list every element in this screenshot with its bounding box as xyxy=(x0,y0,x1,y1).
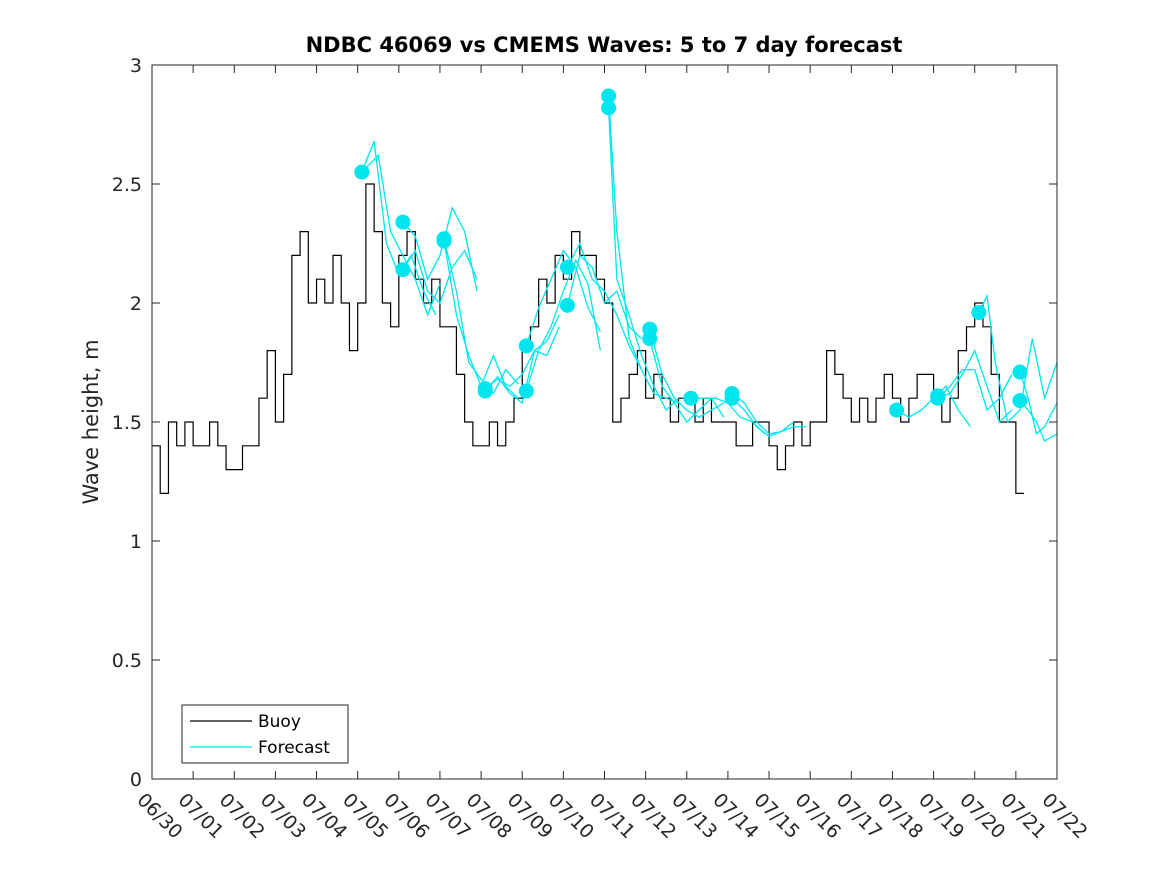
forecast-series-line-12 xyxy=(607,95,679,404)
forecast-series-line-7 xyxy=(484,326,560,405)
forecast-series-line-1 xyxy=(361,154,441,317)
forecast-marker-15 xyxy=(683,390,699,406)
forecast-series-line-18 xyxy=(731,397,795,438)
forecast-series-line-9 xyxy=(525,258,602,392)
x-tick-label-7: 07/07 xyxy=(420,789,474,843)
forecast-series-line-2 xyxy=(402,205,478,292)
forecast-series-line-14 xyxy=(649,329,725,418)
series-group xyxy=(152,88,1057,494)
y-tick-label-4: 2 xyxy=(130,293,142,315)
forecast-marker-6 xyxy=(477,383,493,399)
x-tick-label-13: 07/13 xyxy=(667,789,721,843)
x-tick-label-10: 07/10 xyxy=(544,789,598,843)
legend: Buoy Forecast xyxy=(181,704,349,764)
forecast-marker-7 xyxy=(518,338,534,354)
forecast-series-line-13 xyxy=(607,107,679,412)
forecast-series-line-24 xyxy=(1019,400,1057,442)
forecast-series-line-23 xyxy=(1019,371,1057,436)
y-tick-label-3: 1.5 xyxy=(112,412,142,434)
forecast-marker-20 xyxy=(930,390,946,406)
forecast-series-line-6 xyxy=(484,314,560,390)
legend-box xyxy=(181,704,349,764)
forecast-series-line-10 xyxy=(566,254,642,340)
y-tick-label-1: 0.5 xyxy=(112,650,142,672)
forecast-marker-9 xyxy=(559,297,575,313)
y-axis-label: Wave height, m xyxy=(79,339,103,504)
forecast-series-line-8 xyxy=(525,249,601,347)
x-tick-label-20: 07/20 xyxy=(955,789,1009,843)
y-tick-label-0: 0 xyxy=(130,769,142,791)
forecast-marker-8 xyxy=(518,383,534,399)
y-tick-label-2: 1 xyxy=(130,531,142,553)
forecast-marker-1 xyxy=(395,214,411,230)
x-tick-label-19: 07/19 xyxy=(914,789,968,843)
x-tick-label-14: 07/14 xyxy=(708,789,762,843)
forecast-series-line-4 xyxy=(443,238,519,395)
x-tick-label-4: 07/04 xyxy=(297,789,351,843)
x-tick-label-2: 07/02 xyxy=(215,789,269,843)
y-tick-label-6: 3 xyxy=(130,55,142,77)
x-tick-label-21: 07/21 xyxy=(996,789,1050,843)
legend-buoy-label: Buoy xyxy=(258,712,301,732)
x-tick-label-9: 07/09 xyxy=(503,789,557,843)
forecast-marker-0 xyxy=(354,164,370,180)
x-tick-label-6: 07/06 xyxy=(379,789,433,843)
forecast-marker-22 xyxy=(1012,364,1028,380)
forecast-series-line-22 xyxy=(978,293,1057,424)
x-tick-label-12: 07/12 xyxy=(626,789,680,843)
forecast-marker-4 xyxy=(436,233,452,249)
x-tick-label-15: 07/15 xyxy=(750,789,804,843)
chart-title: NDBC 46069 vs CMEMS Waves: 5 to 7 day fo… xyxy=(306,33,903,57)
forecast-series-line-3 xyxy=(402,249,478,305)
forecast-series-line-17 xyxy=(731,392,807,435)
buoy-series-line xyxy=(152,183,1025,494)
y-tick-label-5: 2.5 xyxy=(112,174,142,196)
x-tick-label-1: 07/01 xyxy=(174,789,228,843)
x-tick-label-8: 07/08 xyxy=(462,789,516,843)
x-tick-label-3: 07/03 xyxy=(256,789,310,843)
x-tick-label-16: 07/16 xyxy=(791,789,845,843)
forecast-marker-2 xyxy=(395,262,411,278)
x-tick-label-5: 07/05 xyxy=(338,789,392,843)
plot-layer xyxy=(152,88,1057,494)
forecast-series-line-11 xyxy=(566,241,643,370)
x-tick-label-11: 07/11 xyxy=(585,789,639,843)
forecast-series-line-21 xyxy=(937,368,1013,412)
forecast-marker-21 xyxy=(971,305,987,321)
plot-frame xyxy=(151,64,1058,780)
forecast-series-line-5 xyxy=(443,241,519,399)
forecast-marker-17 xyxy=(724,390,740,406)
forecast-marker-23 xyxy=(1012,393,1028,409)
forecast-series-line-20 xyxy=(937,348,1013,424)
x-tick-label-22: 07/22 xyxy=(1037,789,1091,843)
forecast-marker-18 xyxy=(889,402,905,418)
x-tick-label-17: 07/17 xyxy=(832,789,886,843)
forecast-marker-10 xyxy=(559,259,575,275)
forecast-marker-12 xyxy=(601,100,617,116)
legend-forecast-label: Forecast xyxy=(258,738,330,758)
forecast-marker-14 xyxy=(642,331,658,347)
x-tick-label-18: 07/18 xyxy=(873,789,927,843)
x-tick-label-0: 06/30 xyxy=(132,789,186,843)
